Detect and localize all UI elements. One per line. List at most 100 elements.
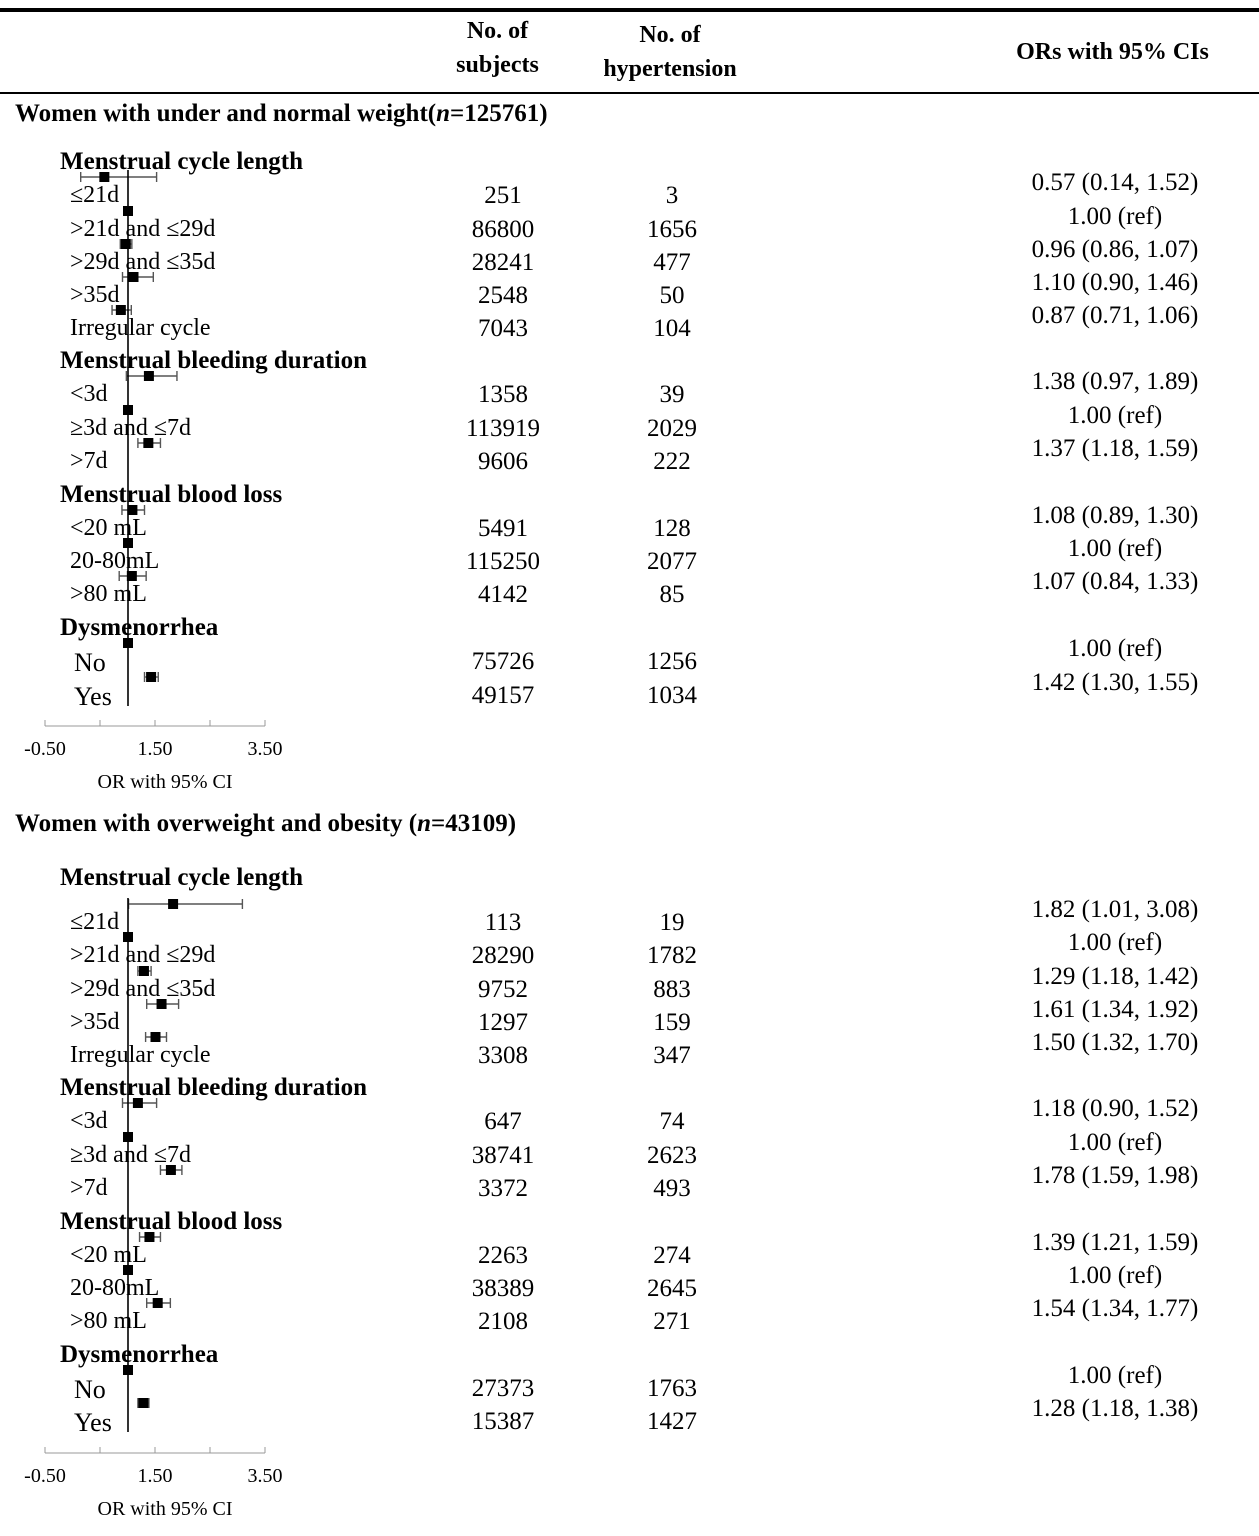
row-label: >7d <box>70 448 108 474</box>
category-heading: Menstrual bleeding duration <box>60 347 367 374</box>
hypertension-count: 2645 <box>647 1275 697 1302</box>
group-title-n: n <box>417 810 431 837</box>
row-label: No <box>74 648 106 677</box>
hypertension-count: 104 <box>653 315 691 342</box>
row-label: 20-80mL <box>70 548 160 574</box>
row-label: >7d <box>70 1175 108 1201</box>
or-estimate-text: 1.00 (ref) <box>1067 1262 1163 1289</box>
point-estimate <box>127 505 138 515</box>
hypertension-header: No. of hypertension <box>580 18 760 86</box>
row-label: <3d <box>70 1108 108 1134</box>
subjects-count: 647 <box>484 1108 522 1135</box>
or-estimate-text: 0.57 (0.14, 1.52) <box>1031 169 1199 196</box>
point-estimate <box>143 371 154 381</box>
point-estimate <box>120 239 131 249</box>
subjects-count: 9606 <box>478 448 528 475</box>
subjects-count: 15387 <box>471 1408 535 1435</box>
category-heading: Menstrual bleeding duration <box>60 1074 367 1101</box>
row-label: >35d <box>70 1009 120 1035</box>
row-label: <20 mL <box>70 1242 147 1268</box>
row-label: <3d <box>70 381 108 407</box>
hypertension-count: 1782 <box>647 942 697 969</box>
row-label: >29d and ≤35d <box>70 976 216 1002</box>
group-title-suffix: =43109) <box>430 810 517 837</box>
x-axis-label: OR with 95% CI <box>98 1498 233 1520</box>
category-heading: Menstrual cycle length <box>60 864 304 891</box>
hypertension-count: 3 <box>665 182 679 209</box>
hypertension-count: 2077 <box>647 548 697 575</box>
row-label: 20-80mL <box>70 1275 160 1301</box>
row-label: ≤21d <box>70 909 120 935</box>
subjects-count: 49157 <box>471 682 535 709</box>
hypertension-count: 271 <box>653 1308 691 1335</box>
or-estimate-text: 1.29 (1.18, 1.42) <box>1031 963 1199 990</box>
subjects-count: 3308 <box>478 1042 528 1069</box>
subjects-count: 2548 <box>478 282 528 309</box>
hypertension-count: 2029 <box>647 415 697 442</box>
hypertension-header-line2: hypertension <box>603 56 737 82</box>
point-estimate <box>144 1232 155 1242</box>
row-label: >80 mL <box>70 581 147 607</box>
or-estimate-text: 1.08 (0.89, 1.30) <box>1031 502 1199 529</box>
x-tick-label: -0.50 <box>24 738 66 760</box>
or-estimate-text: 0.96 (0.86, 1.07) <box>1031 236 1199 263</box>
or-estimate-text: 1.00 (ref) <box>1067 535 1163 562</box>
point-estimate <box>115 305 126 315</box>
hypertension-count: 274 <box>653 1242 691 1269</box>
subjects-count: 7043 <box>478 315 528 342</box>
subjects-count: 115250 <box>465 548 541 575</box>
forest-plot: -0.50 1.50 3.50 OR with 95% CI <box>24 170 283 793</box>
x-tick-label: 1.50 <box>138 738 173 760</box>
subjects-count: 28290 <box>471 942 535 969</box>
hypertension-count: 1256 <box>647 648 697 675</box>
point-estimate <box>165 1165 176 1175</box>
or-estimate-text: 1.38 (0.97, 1.89) <box>1031 368 1199 395</box>
subjects-count: 4142 <box>478 581 528 608</box>
or-estimate-text: 1.00 (ref) <box>1067 929 1163 956</box>
subjects-count: 75726 <box>471 648 535 675</box>
subjects-count: 38741 <box>471 1142 535 1169</box>
or-estimate-text: 1.61 (1.34, 1.92) <box>1031 996 1199 1023</box>
row-label: <20 mL <box>70 515 147 541</box>
or-estimate-text: 1.37 (1.18, 1.59) <box>1031 435 1199 462</box>
hypertension-count: 883 <box>653 976 691 1003</box>
category-heading: Menstrual blood loss <box>60 481 283 508</box>
or-estimate-text: 1.82 (1.01, 3.08) <box>1031 896 1199 923</box>
point-estimate <box>168 899 179 909</box>
or-estimate-text: 1.00 (ref) <box>1067 203 1163 230</box>
or-estimate-text: 1.39 (1.21, 1.59) <box>1031 1229 1199 1256</box>
point-estimate <box>128 272 139 282</box>
subjects-count: 251 <box>484 182 522 209</box>
group-title-prefix: Women with under and normal weight( <box>15 100 437 127</box>
subjects-count: 86800 <box>471 216 535 243</box>
x-axis-label: OR with 95% CI <box>98 771 233 793</box>
row-label: >80 mL <box>70 1308 147 1334</box>
or-estimate-text: 1.54 (1.34, 1.77) <box>1031 1295 1199 1322</box>
hypertension-count: 39 <box>659 381 685 408</box>
point-estimate <box>132 1098 143 1108</box>
hypertension-header-line1: No. of <box>639 22 701 48</box>
x-tick-label: 3.50 <box>248 738 283 760</box>
hypertension-count: 128 <box>653 515 691 542</box>
x-tick-label: 1.50 <box>138 1465 173 1487</box>
category-heading: Dysmenorrhea <box>60 614 219 641</box>
or-estimate-text: 1.18 (0.90, 1.52) <box>1031 1095 1199 1122</box>
point-estimate <box>152 1298 163 1308</box>
row-label: Irregular cycle <box>70 1042 211 1068</box>
row-label: ≥3d and ≤7d <box>70 1142 191 1168</box>
subjects-count: 3372 <box>478 1175 528 1202</box>
point-estimate <box>99 172 110 182</box>
or-estimate-text: 1.00 (ref) <box>1067 635 1163 662</box>
point-estimate <box>150 1032 161 1042</box>
group-title: Women with under and normal weight(n=125… <box>15 100 548 128</box>
hypertension-count: 2623 <box>647 1142 697 1169</box>
group-title-n: n <box>436 100 451 127</box>
group-title-prefix: Women with overweight and obesity ( <box>15 810 418 837</box>
or-estimate-text: 1.10 (0.90, 1.46) <box>1031 269 1199 296</box>
header-rule <box>0 92 1259 94</box>
subjects-count: 28241 <box>471 249 535 276</box>
hypertension-count: 1034 <box>647 682 697 709</box>
subjects-count: 1358 <box>478 381 528 408</box>
group-title: Women with overweight and obesity (n=431… <box>15 810 516 838</box>
row-label: >35d <box>70 282 120 308</box>
